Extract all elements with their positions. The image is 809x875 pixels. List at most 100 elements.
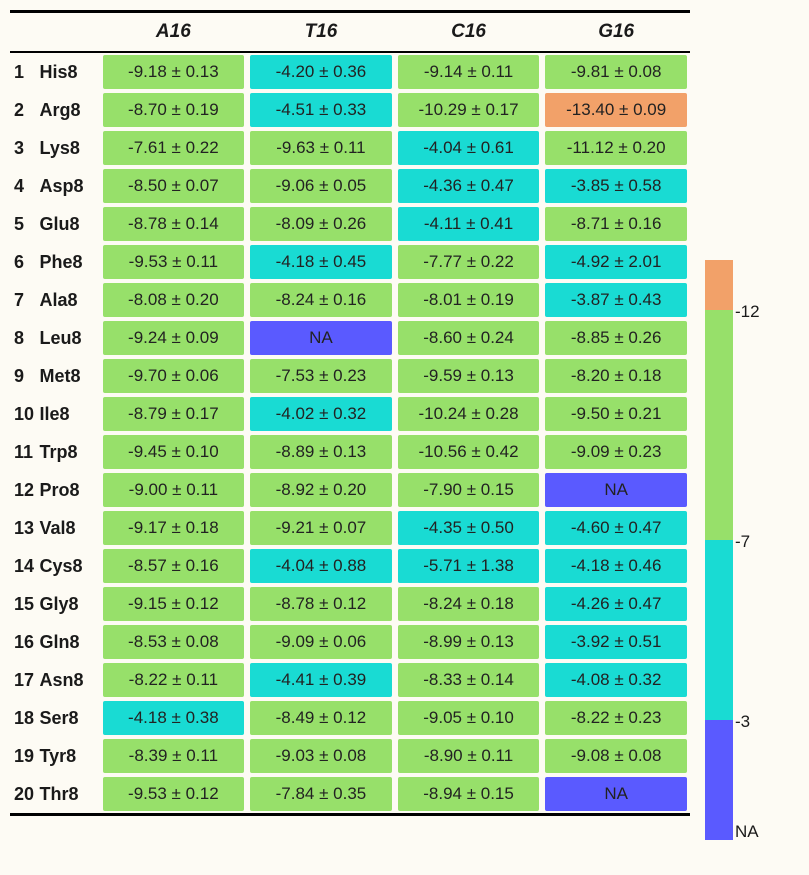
row-number: 4 [10, 167, 39, 205]
heatmap-cell: -8.78 ± 0.14 [100, 205, 248, 243]
heatmap-cell: -8.85 ± 0.26 [542, 319, 690, 357]
table-row: 17Asn8-8.22 ± 0.11-4.41 ± 0.39-8.33 ± 0.… [10, 661, 690, 699]
heatmap-cell: -8.60 ± 0.24 [395, 319, 543, 357]
heatmap-cell: -9.53 ± 0.11 [100, 243, 248, 281]
amino-acid-label: Leu8 [39, 319, 100, 357]
table-row: 2Arg8-8.70 ± 0.19-4.51 ± 0.33-10.29 ± 0.… [10, 91, 690, 129]
heatmap-cell: -4.02 ± 0.32 [247, 395, 395, 433]
table-row: 3Lys8-7.61 ± 0.22-9.63 ± 0.11-4.04 ± 0.6… [10, 129, 690, 167]
amino-acid-label: Trp8 [39, 433, 100, 471]
heatmap-cell: -9.24 ± 0.09 [100, 319, 248, 357]
table-row: 8Leu8-9.24 ± 0.09NA-8.60 ± 0.24-8.85 ± 0… [10, 319, 690, 357]
heatmap-cell: -8.24 ± 0.16 [247, 281, 395, 319]
heatmap-cell: -9.14 ± 0.11 [395, 52, 543, 91]
heatmap-cell: -4.36 ± 0.47 [395, 167, 543, 205]
heatmap-cell: -11.12 ± 0.20 [542, 129, 690, 167]
heatmap-cell: -3.87 ± 0.43 [542, 281, 690, 319]
row-number: 11 [10, 433, 39, 471]
heatmap-cell: -4.18 ± 0.46 [542, 547, 690, 585]
col-header: T16 [247, 12, 395, 53]
heatmap-cell: -9.15 ± 0.12 [100, 585, 248, 623]
heatmap-cell: -13.40 ± 0.09 [542, 91, 690, 129]
heatmap-cell: -7.84 ± 0.35 [247, 775, 395, 815]
row-number: 15 [10, 585, 39, 623]
heatmap-cell: -10.29 ± 0.17 [395, 91, 543, 129]
row-number: 18 [10, 699, 39, 737]
heatmap-cell: -4.04 ± 0.88 [247, 547, 395, 585]
table-row: 10Ile8-8.79 ± 0.17-4.02 ± 0.32-10.24 ± 0… [10, 395, 690, 433]
heatmap-cell: -4.92 ± 2.01 [542, 243, 690, 281]
heatmap-cell: NA [247, 319, 395, 357]
heatmap-cell: -4.18 ± 0.38 [100, 699, 248, 737]
row-number: 5 [10, 205, 39, 243]
heatmap-table: A16 T16 C16 G16 1His8-9.18 ± 0.13-4.20 ±… [10, 10, 690, 816]
row-number: 13 [10, 509, 39, 547]
row-number: 2 [10, 91, 39, 129]
heatmap-cell: -8.22 ± 0.23 [542, 699, 690, 737]
heatmap-cell: -4.18 ± 0.45 [247, 243, 395, 281]
amino-acid-label: Phe8 [39, 243, 100, 281]
heatmap-cell: NA [542, 471, 690, 509]
heatmap-cell: -9.09 ± 0.06 [247, 623, 395, 661]
heatmap-cell: -4.26 ± 0.47 [542, 585, 690, 623]
heatmap-cell: -4.20 ± 0.36 [247, 52, 395, 91]
heatmap-cell: -8.71 ± 0.16 [542, 205, 690, 243]
table-row: 19Tyr8-8.39 ± 0.11-9.03 ± 0.08-8.90 ± 0.… [10, 737, 690, 775]
table-row: 14Cys8-8.57 ± 0.16-4.04 ± 0.88-5.71 ± 1.… [10, 547, 690, 585]
row-number: 9 [10, 357, 39, 395]
table-row: 15Gly8-9.15 ± 0.12-8.78 ± 0.12-8.24 ± 0.… [10, 585, 690, 623]
heatmap-cell: -4.08 ± 0.32 [542, 661, 690, 699]
legend-segment [705, 720, 733, 840]
heatmap-cell: -4.35 ± 0.50 [395, 509, 543, 547]
heatmap-cell: -3.85 ± 0.58 [542, 167, 690, 205]
legend-segment [705, 540, 733, 720]
table-row: 1His8-9.18 ± 0.13-4.20 ± 0.36-9.14 ± 0.1… [10, 52, 690, 91]
heatmap-cell: -8.79 ± 0.17 [100, 395, 248, 433]
heatmap-cell: -8.22 ± 0.11 [100, 661, 248, 699]
row-number: 16 [10, 623, 39, 661]
heatmap-cell: -8.24 ± 0.18 [395, 585, 543, 623]
row-number: 19 [10, 737, 39, 775]
amino-acid-label: Met8 [39, 357, 100, 395]
legend-label: -12 [735, 302, 760, 322]
heatmap-cell: -7.53 ± 0.23 [247, 357, 395, 395]
amino-acid-label: Ala8 [39, 281, 100, 319]
row-number: 17 [10, 661, 39, 699]
heatmap-cell: -4.51 ± 0.33 [247, 91, 395, 129]
heatmap-cell: -8.53 ± 0.08 [100, 623, 248, 661]
heatmap-cell: -10.24 ± 0.28 [395, 395, 543, 433]
amino-acid-label: Gly8 [39, 585, 100, 623]
amino-acid-label: Thr8 [39, 775, 100, 815]
table-row: 13Val8-9.17 ± 0.18-9.21 ± 0.07-4.35 ± 0.… [10, 509, 690, 547]
amino-acid-label: Asp8 [39, 167, 100, 205]
heatmap-cell: -9.08 ± 0.08 [542, 737, 690, 775]
table-row: 12Pro8-9.00 ± 0.11-8.92 ± 0.20-7.90 ± 0.… [10, 471, 690, 509]
heatmap-cell: -8.09 ± 0.26 [247, 205, 395, 243]
amino-acid-label: Cys8 [39, 547, 100, 585]
row-number: 7 [10, 281, 39, 319]
legend-label: NA [735, 822, 759, 842]
heatmap-cell: -8.78 ± 0.12 [247, 585, 395, 623]
heatmap-cell: -9.50 ± 0.21 [542, 395, 690, 433]
row-number: 6 [10, 243, 39, 281]
table-row: 16Gln8-8.53 ± 0.08-9.09 ± 0.06-8.99 ± 0.… [10, 623, 690, 661]
heatmap-cell: -8.50 ± 0.07 [100, 167, 248, 205]
amino-acid-label: Asn8 [39, 661, 100, 699]
table-row: 9Met8-9.70 ± 0.06-7.53 ± 0.23-9.59 ± 0.1… [10, 357, 690, 395]
heatmap-cell: -5.71 ± 1.38 [395, 547, 543, 585]
heatmap-cell: -8.39 ± 0.11 [100, 737, 248, 775]
row-number: 1 [10, 52, 39, 91]
table-row: 7Ala8-8.08 ± 0.20-8.24 ± 0.16-8.01 ± 0.1… [10, 281, 690, 319]
heatmap-cell: -9.03 ± 0.08 [247, 737, 395, 775]
heatmap-cell: -8.70 ± 0.19 [100, 91, 248, 129]
amino-acid-label: Lys8 [39, 129, 100, 167]
heatmap-cell: -8.90 ± 0.11 [395, 737, 543, 775]
heatmap-cell: -9.21 ± 0.07 [247, 509, 395, 547]
row-number: 12 [10, 471, 39, 509]
amino-acid-label: Ile8 [39, 395, 100, 433]
heatmap-cell: -9.06 ± 0.05 [247, 167, 395, 205]
amino-acid-label: Tyr8 [39, 737, 100, 775]
amino-acid-label: His8 [39, 52, 100, 91]
heatmap-cell: -9.18 ± 0.13 [100, 52, 248, 91]
amino-acid-label: Gln8 [39, 623, 100, 661]
